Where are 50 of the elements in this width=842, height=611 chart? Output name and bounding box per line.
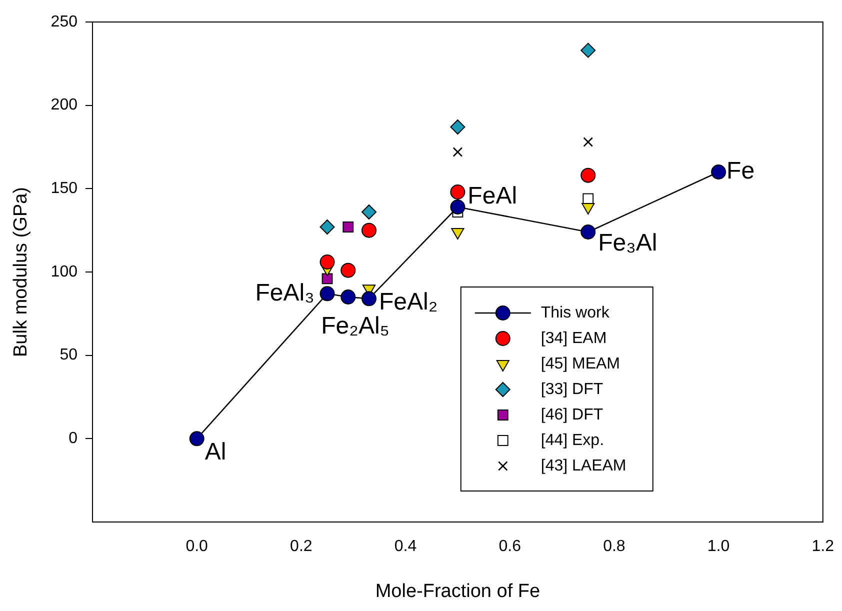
annotation: Fe₂Al₅: [321, 312, 390, 340]
point: [580, 224, 596, 240]
legend-label: [43] LAEAM: [540, 457, 626, 474]
legend-label: [34] EAM: [540, 330, 607, 347]
point: [362, 291, 376, 306]
x-tick-label: 1.2: [812, 538, 834, 556]
x-tick-label: 0.4: [394, 538, 417, 556]
point: [320, 254, 335, 270]
y-tick-label: 200: [50, 96, 78, 114]
x-tick-label: 0.0: [186, 538, 208, 556]
y-tick-label: 250: [50, 13, 78, 30]
x-tick-label: 1.0: [707, 538, 730, 556]
annotation: FeAl₃: [255, 279, 314, 306]
legend-label: This work: [540, 304, 610, 322]
point: [450, 120, 466, 134]
y-tick-label: 150: [50, 180, 78, 198]
y-tick-label: 100: [50, 263, 78, 280]
annotation: Al: [204, 438, 226, 466]
y-tick-label: 50: [60, 346, 78, 364]
point: [322, 273, 333, 284]
point: [580, 168, 596, 183]
y-tick-label: 0: [68, 430, 78, 448]
y-axis-title: Bulk modulus (GPa): [10, 186, 32, 358]
point: [580, 42, 596, 58]
point: [450, 200, 466, 214]
point: [582, 193, 594, 204]
point: [583, 137, 594, 147]
annotation: FeAl: [468, 182, 518, 210]
x-tick-label: 0.6: [498, 538, 522, 556]
legend-label: [46] DFT: [540, 406, 604, 424]
point: [362, 222, 376, 238]
point: [711, 164, 726, 180]
point: [340, 262, 356, 278]
x-tick-label: 0.2: [290, 538, 312, 556]
legend-label: [33] DFT: [540, 380, 604, 398]
legend-label: [44] Exp.: [540, 432, 604, 449]
x-axis-title: Mole-Fraction of Fe: [375, 580, 540, 602]
point: [340, 290, 356, 304]
annotation: Fe₃Al: [598, 230, 658, 257]
point: [452, 147, 463, 157]
point: [362, 204, 376, 220]
point: [342, 222, 354, 232]
point: [320, 220, 335, 234]
x-tick-label: 0.8: [603, 538, 626, 556]
point: [320, 286, 335, 302]
point: [189, 431, 204, 446]
annotation: FeAl₂: [379, 288, 438, 316]
annotation: Fe: [726, 158, 755, 185]
point: [450, 184, 466, 200]
legend-label: [45] MEAM: [540, 355, 620, 372]
